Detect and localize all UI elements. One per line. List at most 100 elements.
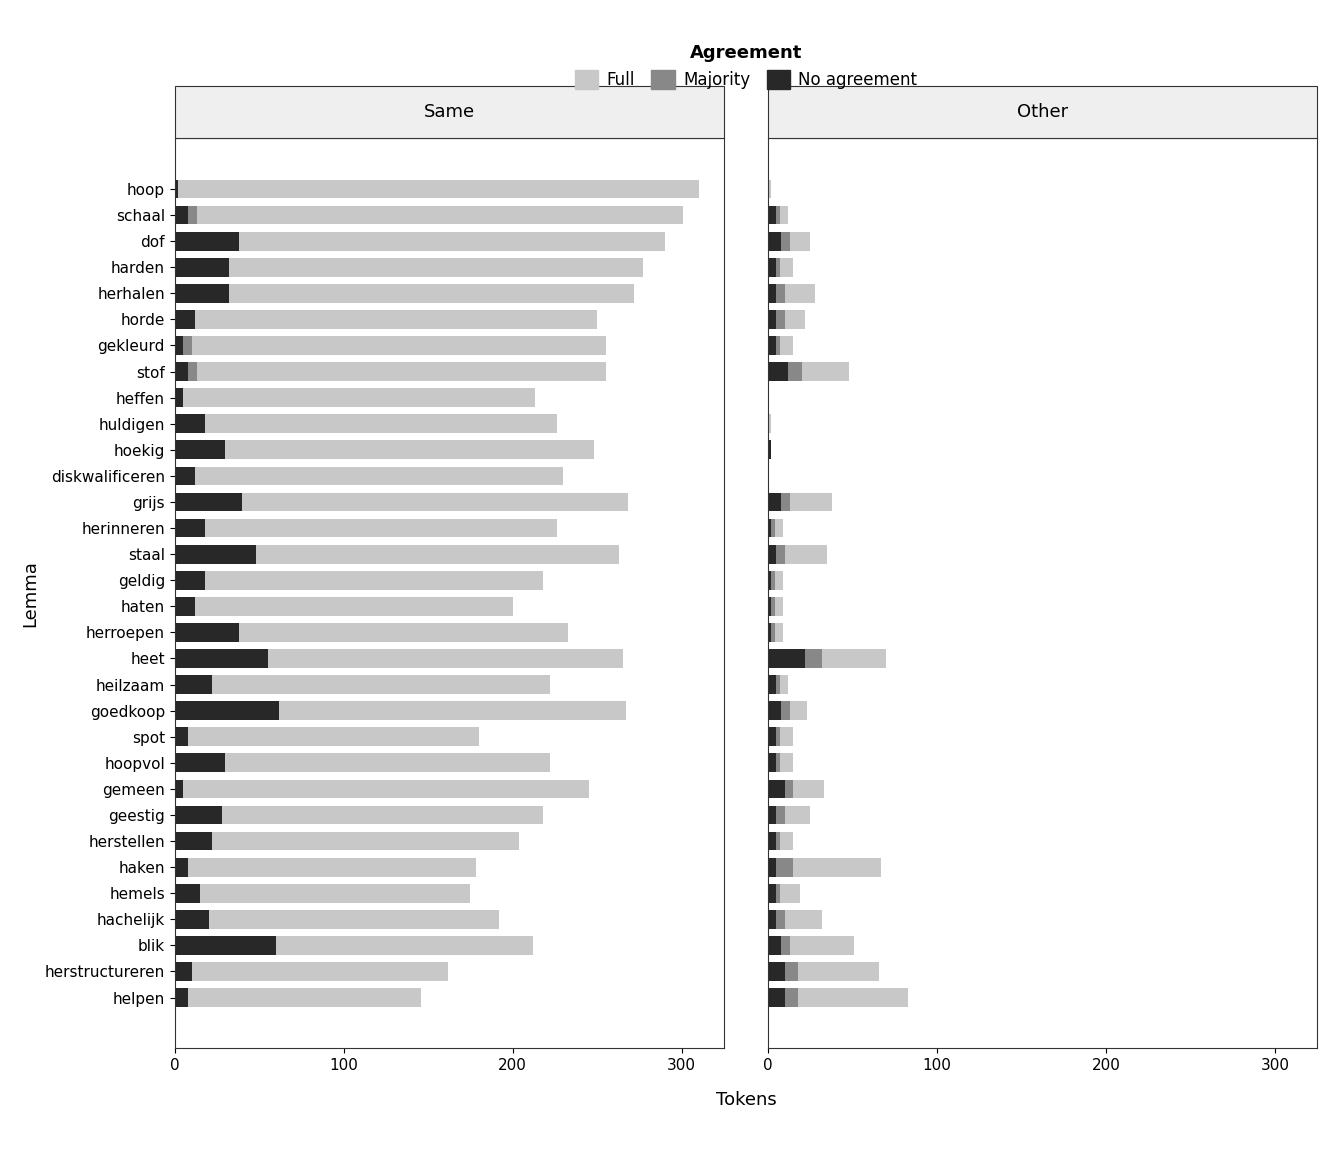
Bar (767, 545, 777, 563)
Bar (780, 884, 800, 903)
Bar (790, 937, 853, 955)
Bar (767, 518, 771, 538)
Bar (226, 440, 594, 460)
Bar (785, 910, 823, 929)
Bar (767, 571, 771, 590)
Bar (175, 805, 222, 825)
Bar (777, 858, 793, 877)
Bar (206, 415, 556, 433)
Bar (175, 310, 195, 328)
Bar (767, 937, 781, 955)
Bar (777, 727, 780, 746)
Bar (195, 467, 563, 485)
Bar (183, 388, 535, 407)
Bar (790, 702, 806, 720)
Bar (188, 206, 196, 225)
Bar (823, 649, 886, 668)
Bar (780, 336, 793, 355)
Bar (777, 545, 785, 563)
Bar (200, 884, 470, 903)
Bar (195, 310, 597, 328)
Bar (777, 884, 780, 903)
Bar (212, 832, 520, 850)
Bar (774, 623, 784, 642)
Bar (175, 571, 206, 590)
Bar (793, 780, 824, 798)
Bar (767, 310, 777, 328)
Bar (767, 702, 781, 720)
Bar (780, 675, 788, 694)
Bar (175, 962, 192, 980)
Bar (790, 493, 832, 511)
Bar (175, 858, 188, 877)
Bar (192, 336, 606, 355)
Bar (780, 832, 793, 850)
Bar (777, 805, 785, 825)
Bar (206, 518, 556, 538)
Bar (222, 805, 543, 825)
Bar (175, 258, 228, 276)
Y-axis label: Lemma: Lemma (22, 560, 39, 627)
Bar (785, 545, 827, 563)
Bar (183, 780, 589, 798)
Bar (228, 258, 642, 276)
Bar (175, 937, 276, 955)
Bar (767, 727, 777, 746)
Bar (179, 180, 699, 198)
Bar (767, 493, 781, 511)
Bar (771, 518, 774, 538)
Bar (785, 805, 810, 825)
Bar (780, 258, 793, 276)
Bar (780, 727, 793, 746)
Bar (226, 753, 550, 772)
Bar (175, 832, 212, 850)
Bar (777, 206, 780, 225)
Bar (767, 858, 777, 877)
Bar (781, 493, 790, 511)
Bar (767, 597, 771, 615)
Bar (781, 702, 790, 720)
Bar (175, 180, 179, 198)
Bar (780, 206, 788, 225)
Bar (767, 362, 788, 381)
Bar (175, 518, 206, 538)
Bar (175, 597, 195, 615)
Bar (788, 362, 801, 381)
Bar (175, 493, 242, 511)
Bar (188, 988, 422, 1007)
Legend: Full, Majority, No agreement: Full, Majority, No agreement (567, 37, 925, 96)
Bar (767, 910, 777, 929)
Bar (175, 649, 267, 668)
Bar (777, 336, 780, 355)
Bar (175, 232, 239, 250)
Bar (767, 336, 777, 355)
Bar (785, 283, 816, 303)
Bar (175, 362, 188, 381)
Bar (175, 336, 183, 355)
Bar (767, 832, 777, 850)
Bar (208, 910, 499, 929)
Bar (175, 440, 226, 460)
Bar (767, 206, 777, 225)
Bar (280, 702, 626, 720)
Bar (771, 571, 774, 590)
Bar (196, 206, 683, 225)
Bar (780, 753, 793, 772)
Bar (175, 206, 188, 225)
Bar (774, 571, 784, 590)
Bar (790, 232, 810, 250)
Bar (793, 858, 882, 877)
Bar (255, 545, 620, 563)
Bar (175, 702, 280, 720)
Bar (175, 910, 208, 929)
Bar (798, 962, 879, 980)
Bar (767, 780, 785, 798)
Bar (781, 937, 790, 955)
Bar (767, 753, 777, 772)
Bar (805, 649, 823, 668)
Bar (777, 675, 780, 694)
Bar (767, 805, 777, 825)
Bar (767, 884, 777, 903)
Bar (777, 310, 785, 328)
Bar (767, 440, 771, 460)
